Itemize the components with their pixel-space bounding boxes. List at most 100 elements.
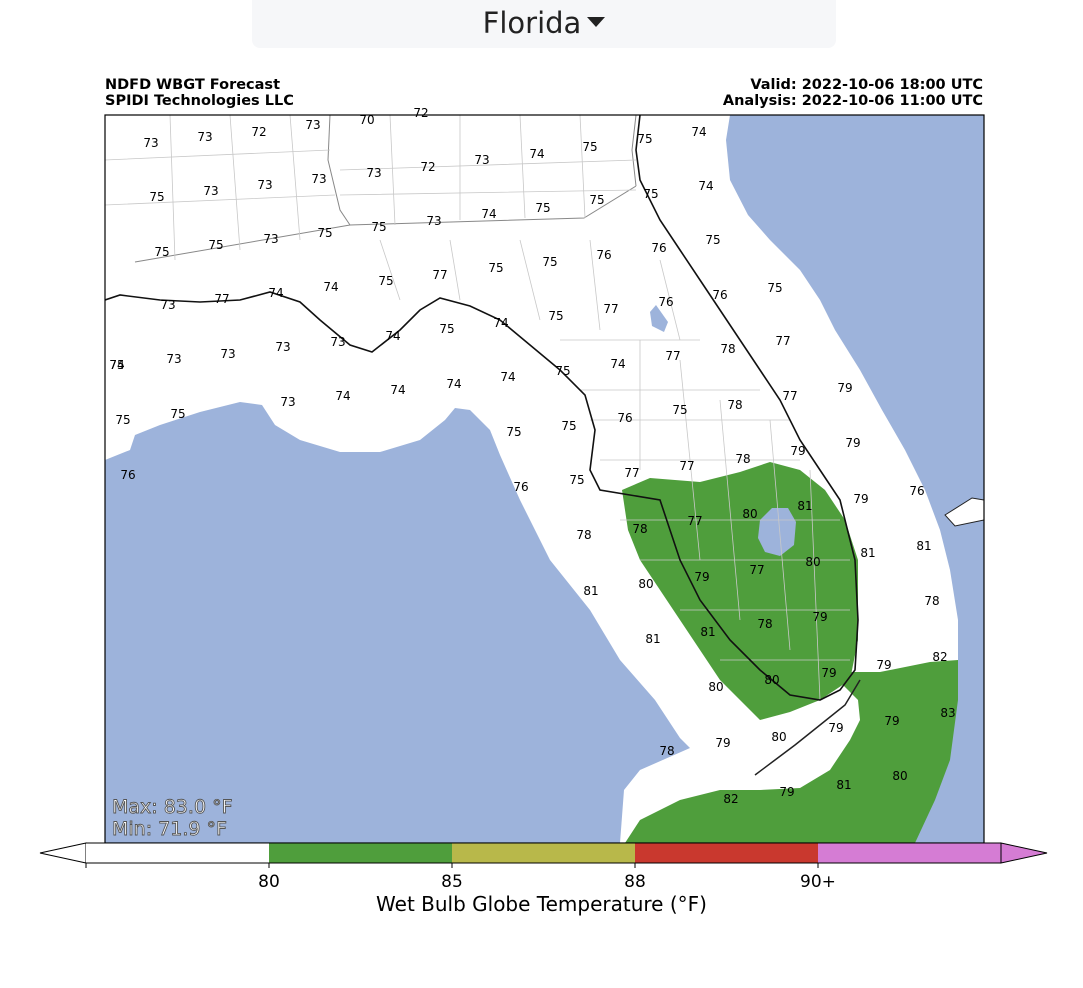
station-value-label: 73 <box>311 172 326 186</box>
station-value-label: 78 <box>757 617 772 631</box>
colorbar-extend-high <box>1000 842 1048 864</box>
florida-keys <box>754 679 861 776</box>
station-value-label: 74 <box>390 383 405 397</box>
station-value-label: 75 <box>170 407 185 421</box>
station-value-label: 73 <box>280 395 295 409</box>
station-value-label: 73 <box>257 178 272 192</box>
station-value-label: 73 <box>197 130 212 144</box>
station-value-label: 72 <box>251 125 266 139</box>
station-value-label: 81 <box>836 778 851 792</box>
station-value-label: 74 <box>335 389 350 403</box>
station-value-label: 74 <box>529 147 544 161</box>
analysis-time: Analysis: 2022-10-06 11:00 UTC <box>722 92 983 109</box>
station-value-label: 73 <box>275 340 290 354</box>
station-value-label: 75 <box>561 419 576 433</box>
station-value-label: 73 <box>166 352 181 366</box>
station-value-label: 81 <box>916 539 931 553</box>
station-value-label: 74 <box>493 316 508 330</box>
station-value-label: 75 <box>767 281 782 295</box>
station-value-label: 79 <box>812 610 827 624</box>
map-title-right: Valid: 2022-10-06 18:00 UTC Analysis: 20… <box>722 77 983 109</box>
station-value-label: 74 <box>385 329 400 343</box>
stats-box: Max: 83.0 °F Min: 71.9 °F <box>112 796 233 841</box>
colorbar-title: Wet Bulb Globe Temperature (°F) <box>376 892 707 916</box>
station-value-label: 83 <box>940 706 955 720</box>
valid-time: Valid: 2022-10-06 18:00 UTC <box>750 77 983 93</box>
station-value-label: 75 <box>637 132 652 146</box>
station-value-label: 74 <box>446 377 461 391</box>
station-value-label: 79 <box>884 714 899 728</box>
colorbar-tick-label: 88 <box>624 872 646 892</box>
station-value-label: 75 <box>569 473 584 487</box>
station-value-label: 77 <box>749 563 764 577</box>
station-value-label: 73 <box>160 298 175 312</box>
station-value-label: 76 <box>617 411 632 425</box>
station-value-label: 77 <box>214 292 229 306</box>
colorbar-tick-label: 80 <box>258 872 280 892</box>
station-value-label: 75 <box>115 413 130 427</box>
map-title-left: NDFD WBGT Forecast SPIDI Technologies LL… <box>105 77 294 109</box>
station-value-label: 76 <box>513 480 528 494</box>
colorbar-extend-low <box>39 842 87 864</box>
station-value-label: 73 <box>220 347 235 361</box>
region-dropdown-label: Florida <box>482 6 582 40</box>
station-value-label: 74 <box>481 207 496 221</box>
station-value-label: 81 <box>860 546 875 560</box>
min-value: Min: 71.9 °F <box>112 818 227 840</box>
station-value-label: 78 <box>735 452 750 466</box>
station-value-label: 75 <box>378 274 393 288</box>
station-value-label: 76 <box>120 468 135 482</box>
station-value-label: 76 <box>909 484 924 498</box>
station-value-label: 82 <box>932 650 947 664</box>
station-value-label: 74 <box>109 358 124 372</box>
station-value-label: 75 <box>506 425 521 439</box>
colorbar-segment-below-80 <box>86 843 269 863</box>
colorbar-segment-85-88 <box>452 843 635 863</box>
station-value-label: 80 <box>638 577 653 591</box>
colorbar-segment-80-85 <box>269 843 452 863</box>
colorbar-ticks <box>85 863 819 868</box>
station-value-label: 73 <box>263 232 278 246</box>
region-dropdown[interactable]: Florida <box>252 0 836 48</box>
station-value-label: 75 <box>548 309 563 323</box>
lake-small <box>650 305 668 332</box>
station-value-label: 78 <box>632 522 647 536</box>
station-value-label: 73 <box>426 214 441 228</box>
station-value-label: 82 <box>723 792 738 806</box>
station-value-label: 75 <box>439 322 454 336</box>
station-value-label: 77 <box>603 302 618 316</box>
station-value-label: 78 <box>720 342 735 356</box>
colorbar-tick-label: 90+ <box>800 872 836 892</box>
station-value-label: 74 <box>268 286 283 300</box>
station-value-label: 81 <box>583 584 598 598</box>
station-value-label: 75 <box>705 233 720 247</box>
station-value-label: 72 <box>420 160 435 174</box>
station-value-label: 75 <box>154 245 169 259</box>
station-value-label: 80 <box>805 555 820 569</box>
provider-name: SPIDI Technologies LLC <box>105 92 294 109</box>
station-value-label: 75 <box>109 358 124 372</box>
station-value-label: 74 <box>323 280 338 294</box>
station-value-label: 77 <box>679 459 694 473</box>
station-value-label: 79 <box>837 381 852 395</box>
station-value-label: 75 <box>149 190 164 204</box>
station-value-label: 79 <box>715 736 730 750</box>
station-value-label: 73 <box>474 153 489 167</box>
colorbar: 80 85 88 90+ <box>39 842 1048 892</box>
station-value-label: 79 <box>790 444 805 458</box>
station-value-label: 80 <box>708 680 723 694</box>
station-value-label: 70 <box>359 113 374 127</box>
station-value-label: 73 <box>143 136 158 150</box>
colorbar-segment-88-90 <box>635 843 818 863</box>
station-value-label: 81 <box>700 625 715 639</box>
station-value-label: 78 <box>727 398 742 412</box>
station-value-label: 75 <box>555 364 570 378</box>
wbgt-80-85-zone <box>622 462 958 843</box>
station-value-label: 77 <box>687 514 702 528</box>
station-value-label: 75 <box>542 255 557 269</box>
station-value-label: 77 <box>665 349 680 363</box>
station-value-label: 80 <box>771 730 786 744</box>
station-value-label: 75 <box>643 187 658 201</box>
